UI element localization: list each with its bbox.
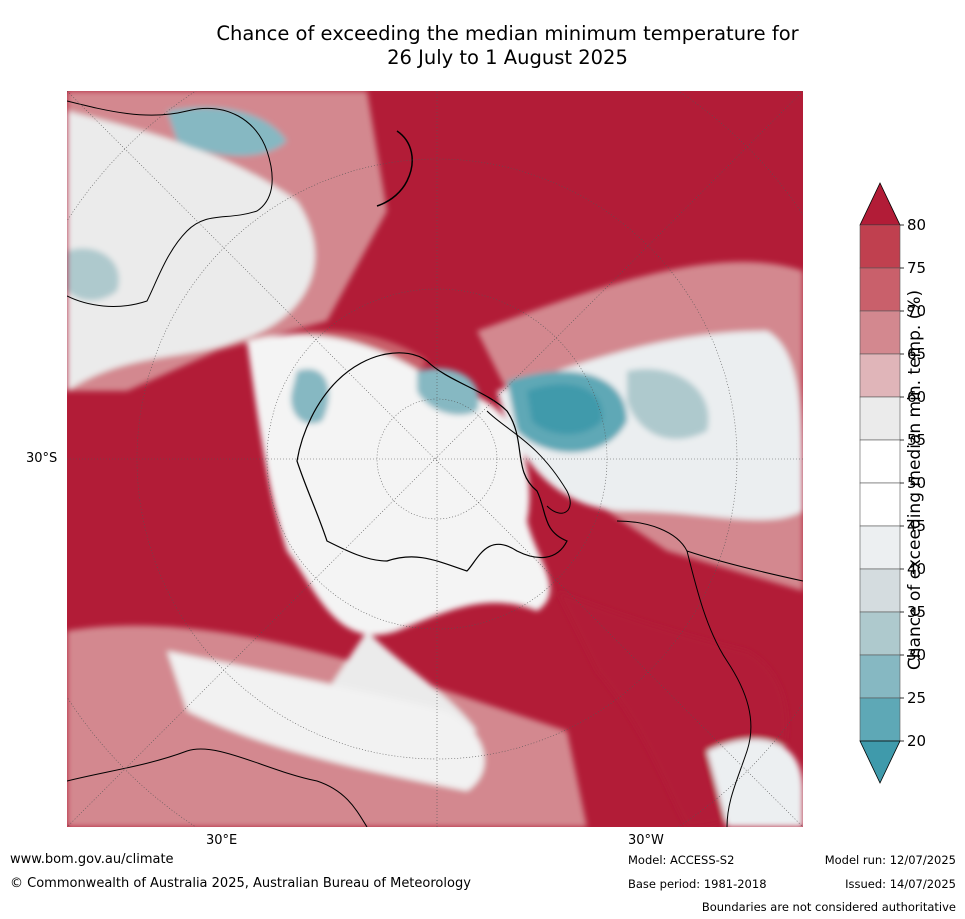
colorbar-tick-label: 70 bbox=[907, 302, 926, 320]
new-zealand-coastline bbox=[376, 130, 413, 207]
colorbar-tick-label: 30 bbox=[907, 646, 926, 664]
colorbar-segment bbox=[859, 525, 901, 570]
africa-coastline bbox=[67, 748, 368, 827]
colorbar-segment bbox=[859, 568, 901, 613]
colorbar-segment bbox=[859, 697, 901, 742]
colorbar-tick-label: 50 bbox=[907, 474, 926, 492]
website-link[interactable]: www.bom.gov.au/climate bbox=[10, 852, 174, 867]
lon-label-30w: 30°W bbox=[628, 833, 664, 848]
graticule bbox=[67, 91, 803, 827]
colorbar-arrow-bottom bbox=[859, 740, 901, 784]
colorbar-svg: 80 75 70 65 60 55 50 45 40 35 30 25 20 bbox=[859, 182, 926, 784]
title-line-2: 26 July to 1 August 2025 bbox=[387, 46, 628, 69]
colorbar-tick-label: 25 bbox=[907, 689, 926, 707]
colorbar-tick-label: 65 bbox=[907, 345, 926, 363]
colorbar-segment bbox=[859, 654, 901, 699]
colorbar-tick-label: 45 bbox=[907, 517, 926, 535]
base-period: Base period: 1981-2018 bbox=[628, 877, 767, 891]
colorbar-tick-label: 55 bbox=[907, 431, 926, 449]
map-title: Chance of exceeding the median minimum t… bbox=[0, 22, 965, 70]
antarctica-coastline bbox=[296, 352, 568, 572]
map-canvas bbox=[67, 91, 803, 827]
issued-date: Issued: 14/07/2025 bbox=[845, 877, 956, 891]
model-name: Model: ACCESS-S2 bbox=[628, 853, 735, 867]
south-america-coastline bbox=[616, 520, 803, 827]
colorbar-label: Chance of exceeding median min. temp. (%… bbox=[905, 289, 925, 671]
colorbar-segment bbox=[859, 396, 901, 441]
colorbar-segment bbox=[859, 611, 901, 656]
colorbar-tick-label: 80 bbox=[907, 216, 926, 234]
colorbar-segment bbox=[859, 224, 901, 269]
colorbar: 80 75 70 65 60 55 50 45 40 35 30 25 20 bbox=[843, 180, 963, 790]
colorbar-segment bbox=[859, 310, 901, 355]
colorbar-tick-label: 35 bbox=[907, 603, 926, 621]
probability-field bbox=[67, 91, 803, 827]
colorbar-tick-label: 60 bbox=[907, 388, 926, 406]
lat-label: 30°S bbox=[26, 451, 58, 466]
model-run-date: Model run: 12/07/2025 bbox=[824, 853, 956, 867]
australia-coastline bbox=[67, 100, 273, 307]
colorbar-segment bbox=[859, 267, 901, 312]
lon-label-30e: 30°E bbox=[206, 833, 238, 848]
disclaimer-text: Boundaries are not considered authoritat… bbox=[701, 900, 956, 914]
colorbar-tick-label: 20 bbox=[907, 732, 926, 750]
copyright-text: © Commonwealth of Australia 2025, Austra… bbox=[10, 876, 471, 891]
colorbar-tick-label: 75 bbox=[907, 259, 926, 277]
colorbar-segment bbox=[859, 353, 901, 398]
colorbar-arrow-top bbox=[859, 182, 901, 226]
probability-map bbox=[67, 91, 803, 827]
colorbar-segment bbox=[859, 439, 901, 484]
colorbar-segment bbox=[859, 482, 901, 527]
title-line-1: Chance of exceeding the median minimum t… bbox=[216, 22, 799, 45]
colorbar-tick-label: 40 bbox=[907, 560, 926, 578]
